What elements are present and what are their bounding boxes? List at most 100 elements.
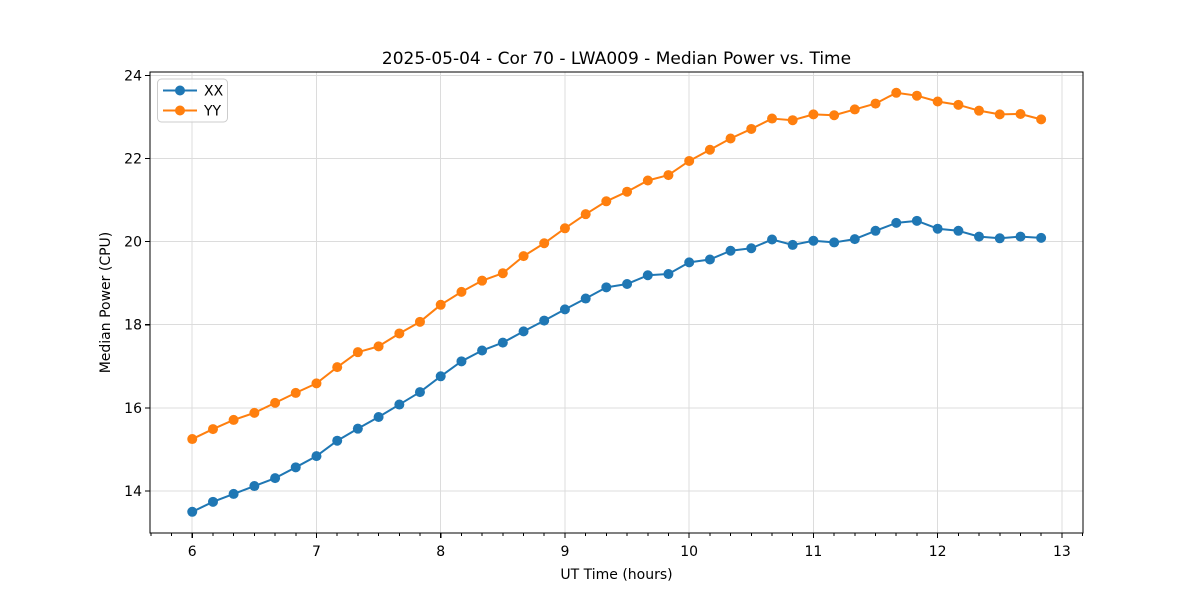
y-tick-label: 22: [124, 151, 142, 167]
data-point-marker: [891, 217, 902, 228]
data-point-marker: [373, 341, 384, 352]
data-point-marker: [249, 481, 260, 492]
axis-tick-labels: 6 7 8 9 10 11 12 13 14 16 18 20 22 24: [124, 68, 1071, 560]
data-point-marker: [352, 423, 363, 434]
data-point-marker: [849, 234, 860, 245]
data-point-marker: [477, 345, 488, 356]
data-point-marker: [559, 304, 570, 315]
data-point-marker: [974, 105, 985, 116]
data-point-marker: [1015, 231, 1026, 242]
data-point-marker: [601, 282, 612, 293]
data-point-marker: [456, 286, 467, 297]
data-point-marker: [373, 412, 384, 423]
x-tick-label: 13: [1053, 544, 1071, 560]
data-point-marker: [891, 87, 902, 98]
y-tick-label: 18: [124, 318, 142, 334]
data-point-marker: [559, 223, 570, 234]
data-point-marker: [787, 239, 798, 250]
data-point-marker: [228, 488, 239, 499]
data-point-marker: [290, 387, 301, 398]
data-point-marker: [580, 209, 591, 220]
data-point-marker: [187, 434, 198, 445]
data-point-marker: [870, 98, 881, 109]
data-point-marker: [1036, 232, 1047, 243]
data-point-marker: [684, 155, 695, 166]
data-point-marker: [187, 506, 198, 517]
data-point-marker: [787, 115, 798, 126]
data-point-marker: [704, 254, 715, 265]
data-point-marker: [622, 279, 633, 289]
data-point-marker: [311, 451, 322, 462]
x-tick-label: 7: [312, 544, 321, 560]
data-point-marker: [270, 397, 281, 408]
axis-ticks: [145, 74, 1084, 538]
data-point-marker: [642, 175, 653, 186]
data-point-marker: [456, 356, 467, 367]
data-point-marker: [994, 233, 1005, 244]
data-point-marker: [290, 462, 301, 473]
x-tick-label: 6: [188, 544, 197, 560]
data-point-marker: [622, 186, 633, 197]
data-point-marker: [849, 104, 860, 115]
data-point-marker: [394, 328, 405, 339]
legend-marker-xx: [175, 85, 185, 96]
data-point-marker: [932, 96, 943, 107]
data-point-marker: [953, 99, 964, 110]
data-point-marker: [332, 435, 343, 446]
series-xx: [187, 215, 1047, 517]
legend-marker-yy: [175, 105, 185, 116]
data-point-marker: [746, 123, 757, 134]
data-point-marker: [352, 347, 363, 358]
x-tick-label: 10: [680, 544, 698, 560]
data-point-marker: [1036, 114, 1047, 125]
data-point-marker: [270, 473, 281, 484]
data-point-marker: [642, 270, 653, 281]
x-tick-label: 8: [436, 544, 445, 560]
legend-entry-yy: YY: [163, 104, 222, 120]
data-point-marker: [684, 257, 695, 268]
data-point-marker: [1015, 108, 1026, 119]
legend-entry-xx: XX: [163, 84, 224, 100]
data-point-marker: [746, 243, 757, 254]
data-point-marker: [725, 133, 736, 144]
data-point-marker: [994, 109, 1005, 120]
data-point-marker: [394, 399, 405, 410]
data-point-marker: [911, 90, 922, 101]
data-point-marker: [539, 238, 550, 249]
data-point-marker: [808, 109, 819, 120]
data-point-marker: [414, 387, 425, 398]
data-point-marker: [518, 326, 529, 337]
series-yy: [187, 87, 1047, 445]
data-point-marker: [207, 496, 218, 507]
data-point-marker: [518, 251, 529, 262]
data-point-marker: [497, 337, 508, 348]
data-point-marker: [663, 170, 674, 181]
data-series: [187, 87, 1047, 517]
data-point-marker: [477, 275, 488, 286]
data-point-marker: [953, 225, 964, 236]
data-point-marker: [829, 237, 840, 248]
series-line-xx: [191, 219, 1043, 513]
data-point-marker: [497, 268, 508, 279]
legend-label-xx: XX: [204, 84, 224, 100]
legend: XX YY: [157, 78, 228, 123]
x-axis-label: UT Time (hours): [560, 567, 672, 583]
data-point-marker: [249, 407, 260, 418]
x-tick-label: 11: [804, 544, 822, 560]
y-tick-label: 14: [124, 484, 142, 500]
data-point-marker: [332, 362, 343, 373]
data-point-marker: [767, 113, 778, 124]
data-point-marker: [414, 316, 425, 327]
data-point-marker: [311, 378, 322, 389]
data-point-marker: [663, 269, 674, 280]
data-point-marker: [932, 223, 943, 234]
plot-border: [149, 71, 1084, 534]
data-point-marker: [207, 424, 218, 435]
x-tick-label: 9: [560, 544, 569, 560]
gridlines: [150, 72, 1083, 533]
data-point-marker: [829, 110, 840, 121]
legend-label-yy: YY: [203, 104, 222, 120]
data-point-marker: [725, 245, 736, 256]
data-point-marker: [601, 196, 612, 207]
